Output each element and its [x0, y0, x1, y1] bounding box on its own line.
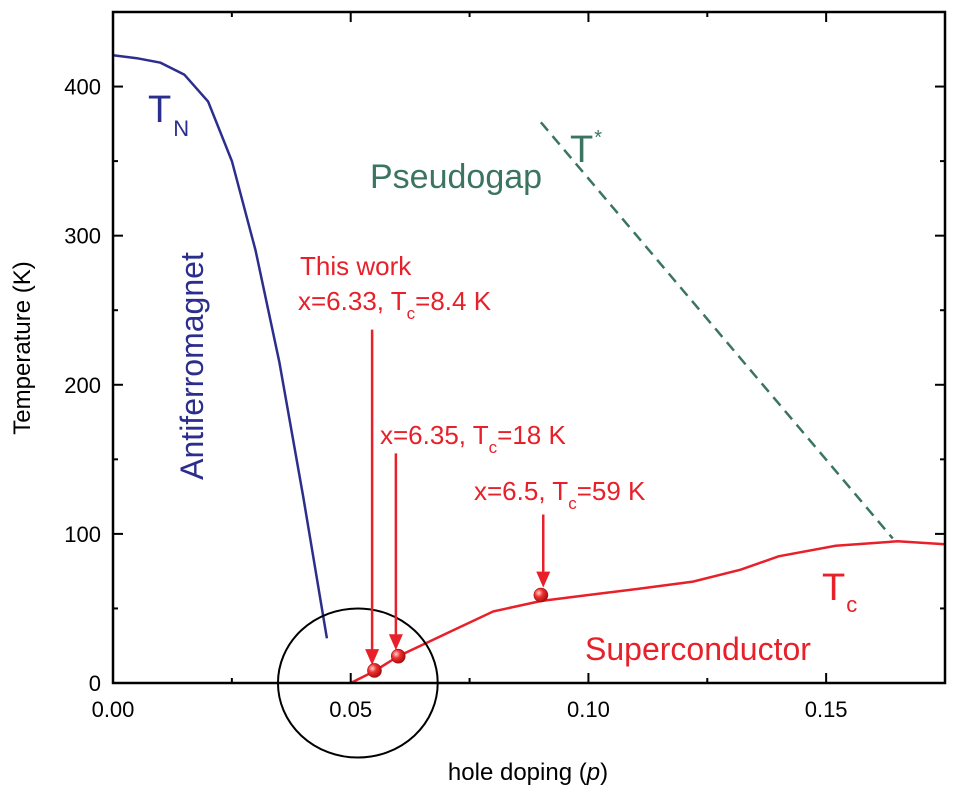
- x-tick-label: 0.00: [92, 697, 135, 722]
- series-tc-line: [350, 540, 946, 685]
- tc-label: Tc: [822, 567, 857, 617]
- annotation-arrowhead-3: [536, 571, 551, 588]
- this-work-label: This work: [300, 251, 412, 281]
- y-axis-label: Temperature (K): [9, 261, 36, 434]
- pseudogap-label: Pseudogap: [370, 158, 542, 196]
- series-tn-line: [112, 53, 329, 639]
- x-axis-label: hole doping (p): [448, 759, 608, 786]
- x-tick-label: 0.10: [567, 697, 610, 722]
- x65-label: x=6.5, Tc=59 K: [474, 476, 646, 513]
- axis-ticks: 0.00 0.05 0.10 0.15 0 100 200 300 400: [64, 12, 945, 722]
- antiferromagnet-label: Antiferromagnet: [174, 252, 210, 480]
- y-tick-label: 100: [64, 522, 101, 547]
- series-t_star-line: [539, 121, 894, 540]
- y-tick-label: 200: [64, 373, 101, 398]
- x-tick-label: 0.15: [805, 697, 848, 722]
- plot-frame: [111, 10, 947, 685]
- y-tick-label: 0: [89, 671, 101, 696]
- annotation-arrowhead-2: [388, 634, 403, 651]
- y-tick-label: 300: [64, 224, 101, 249]
- annotation-arrowhead-1: [365, 649, 380, 666]
- overlay-layer: [276, 329, 551, 759]
- data-point-2: [390, 648, 406, 664]
- x635-label: x=6.35, Tc=18 K: [380, 420, 566, 457]
- x633-label: x=6.33, Tc=8.4 K: [298, 286, 492, 323]
- x-tick-label: 0.05: [329, 697, 372, 722]
- data-point-3: [533, 587, 549, 603]
- series-layer: [112, 53, 946, 685]
- tstar-label: T*: [570, 127, 602, 171]
- superconductor-label: Superconductor: [585, 631, 811, 667]
- y-tick-label: 400: [64, 75, 101, 100]
- data-point-1: [367, 663, 382, 678]
- tn-label: TN: [148, 89, 189, 141]
